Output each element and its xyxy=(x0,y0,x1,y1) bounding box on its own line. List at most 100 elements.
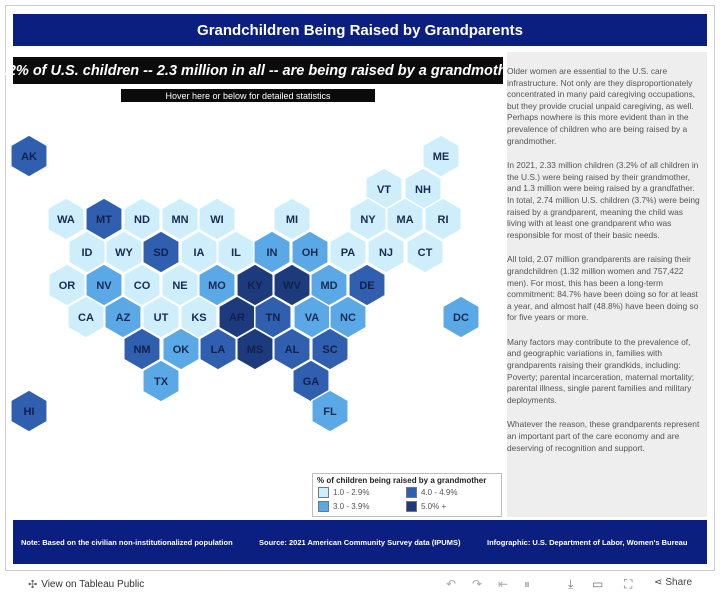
legend-item[interactable]: 5.0% + xyxy=(406,501,494,512)
view-on-tableau-link[interactable]: ✣ View on Tableau Public xyxy=(28,578,144,591)
state-label: OR xyxy=(59,280,76,292)
state-label: AL xyxy=(285,344,300,356)
state-hex-oh[interactable]: OH xyxy=(291,230,329,274)
sidebar-paragraph: Whatever the reason, these grandparents … xyxy=(507,419,700,453)
state-label: UT xyxy=(154,312,169,324)
state-label: WV xyxy=(283,280,301,292)
hover-hint[interactable]: Hover here or below for detailed statist… xyxy=(121,89,375,102)
state-hex-wi[interactable]: WI xyxy=(198,197,236,241)
state-hex-co[interactable]: CO xyxy=(123,263,161,307)
state-hex-ar[interactable]: AR xyxy=(218,295,256,339)
headline-banner[interactable]: 3.2% of U.S. children -- 2.3 million in … xyxy=(0,57,520,84)
state-hex-ga[interactable]: GA xyxy=(292,359,330,403)
state-hex-shape xyxy=(10,389,48,433)
state-hex-nj[interactable]: NJ xyxy=(367,230,405,274)
view-on-tableau-label: View on Tableau Public xyxy=(41,579,145,590)
state-hex-hi[interactable]: HI xyxy=(10,389,48,433)
state-hex-ma[interactable]: MA xyxy=(386,197,424,241)
revert-icon[interactable]: ⇤ xyxy=(498,577,509,591)
state-label: NY xyxy=(360,214,376,226)
state-hex-shape xyxy=(123,263,161,307)
state-hex-or[interactable]: OR xyxy=(48,263,86,307)
state-hex-shape xyxy=(273,327,311,371)
state-label: VA xyxy=(305,312,320,324)
state-hex-de[interactable]: DE xyxy=(348,263,386,307)
share-button[interactable]: ⋖ Share xyxy=(654,577,692,588)
state-hex-shape xyxy=(10,134,48,178)
state-label: NM xyxy=(133,344,150,356)
state-label: KY xyxy=(247,280,263,292)
state-hex-ct[interactable]: CT xyxy=(406,230,444,274)
state-hex-shape xyxy=(198,197,236,241)
state-hex-shape xyxy=(142,230,180,274)
state-label: SC xyxy=(322,344,337,356)
state-hex-md[interactable]: MD xyxy=(310,263,348,307)
redo-icon[interactable]: ↷ xyxy=(472,577,483,591)
sidebar-paragraph: In 2021, 2.33 million children (3.2% of … xyxy=(507,160,700,240)
state-hex-shape xyxy=(104,295,142,339)
state-label: HI xyxy=(24,406,35,418)
tableau-toolbar: ✣ View on Tableau Public ↶ ↷ ⇤ ⏸ ⤓ ▭ ⛶ ⋖… xyxy=(0,574,720,594)
legend-item[interactable]: 1.0 - 2.9% xyxy=(318,487,406,498)
state-hex-ri[interactable]: RI xyxy=(424,197,462,241)
state-hex-shape xyxy=(311,327,349,371)
state-hex-ak[interactable]: AK xyxy=(10,134,48,178)
state-label: AR xyxy=(229,312,245,324)
state-hex-me[interactable]: ME xyxy=(422,134,460,178)
state-hex-shape xyxy=(348,263,386,307)
state-hex-shape xyxy=(329,230,367,274)
fullscreen-icon[interactable]: ⛶ xyxy=(624,577,633,591)
legend-swatch xyxy=(318,501,329,512)
state-label: MI xyxy=(286,214,298,226)
download-icon[interactable]: ⤓ xyxy=(568,577,574,591)
state-hex-fl[interactable]: FL xyxy=(311,389,349,433)
state-label: RI xyxy=(438,214,449,226)
state-hex-sc[interactable]: SC xyxy=(311,327,349,371)
state-hex-wa[interactable]: WA xyxy=(47,197,85,241)
state-label: CT xyxy=(418,247,433,259)
undo-icon[interactable]: ↶ xyxy=(446,577,457,591)
share-label: Share xyxy=(665,577,693,588)
state-hex-mo[interactable]: MO xyxy=(198,263,236,307)
state-label: NV xyxy=(96,280,112,292)
state-hex-al[interactable]: AL xyxy=(273,327,311,371)
state-hex-az[interactable]: AZ xyxy=(104,295,142,339)
state-hex-shape xyxy=(291,230,329,274)
state-label: WI xyxy=(210,214,223,226)
state-hex-dc[interactable]: DC xyxy=(442,295,480,339)
legend-item[interactable]: 4.0 - 4.9% xyxy=(406,487,494,498)
sidebar-paragraph: All told, 2.07 million grandparents are … xyxy=(507,254,699,323)
state-hex-shape xyxy=(311,389,349,433)
state-label: ID xyxy=(82,247,93,259)
state-hex-ks[interactable]: KS xyxy=(180,295,218,339)
legend-label: 3.0 - 3.9% xyxy=(333,502,370,511)
state-hex-shape xyxy=(123,197,161,241)
state-hex-wy[interactable]: WY xyxy=(105,230,143,274)
state-hex-nm[interactable]: NM xyxy=(123,327,161,371)
sidebar-paragraph: Older women are essential to the U.S. ca… xyxy=(507,66,696,146)
pause-icon[interactable]: ⏸ xyxy=(524,577,531,591)
state-hex-tn[interactable]: TN xyxy=(254,295,292,339)
state-hex-shape xyxy=(142,295,180,339)
state-hex-shape xyxy=(47,197,85,241)
state-hex-nd[interactable]: ND xyxy=(123,197,161,241)
state-hex-sd[interactable]: SD xyxy=(142,230,180,274)
state-hex-ok[interactable]: OK xyxy=(162,327,200,371)
state-hex-mn[interactable]: MN xyxy=(161,197,199,241)
present-icon[interactable]: ▭ xyxy=(592,577,604,591)
legend-swatch xyxy=(318,487,329,498)
legend-item[interactable]: 3.0 - 3.9% xyxy=(318,501,406,512)
state-hex-ut[interactable]: UT xyxy=(142,295,180,339)
state-hex-pa[interactable]: PA xyxy=(329,230,367,274)
state-hex-shape xyxy=(424,197,462,241)
state-hex-wv[interactable]: WV xyxy=(273,263,311,307)
state-hex-mi[interactable]: MI xyxy=(273,197,311,241)
state-hex-shape xyxy=(292,359,330,403)
state-hex-tx[interactable]: TX xyxy=(142,359,180,403)
legend-swatch xyxy=(406,487,417,498)
legend-label: 5.0% + xyxy=(421,502,447,511)
state-hex-shape xyxy=(442,295,480,339)
state-hex-il[interactable]: IL xyxy=(217,230,255,274)
sidebar-paragraph: Many factors may contribute to the preva… xyxy=(507,336,695,405)
state-hex-shape xyxy=(422,134,460,178)
